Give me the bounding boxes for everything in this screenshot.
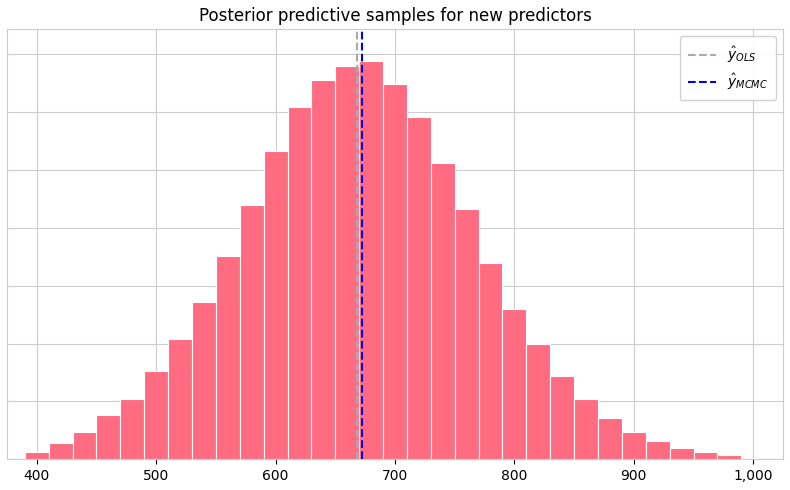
Bar [670,448,694,459]
Bar [73,432,96,459]
Bar [383,84,407,459]
Bar [24,452,49,459]
Bar [359,61,383,459]
Bar [240,205,264,459]
Bar [335,66,359,459]
Bar [502,309,526,459]
Bar [192,302,216,459]
Bar [120,399,145,459]
Bar [407,117,431,459]
Bar [431,163,455,459]
Bar [694,452,717,459]
Bar [574,399,598,459]
Title: Posterior predictive samples for new predictors: Posterior predictive samples for new pre… [198,7,592,25]
Bar [145,371,168,459]
Legend: $\hat{y}_{OLS}$, $\hat{y}_{MCMC}$: $\hat{y}_{OLS}$, $\hat{y}_{MCMC}$ [679,36,776,100]
Bar [168,339,192,459]
Bar [622,432,645,459]
Bar [479,263,502,459]
Bar [598,417,622,459]
Bar [49,443,73,459]
Bar [526,343,550,459]
Bar [717,455,741,459]
Bar [216,256,240,459]
Bar [455,209,479,459]
Bar [264,151,288,459]
Bar [550,376,574,459]
Bar [645,441,670,459]
Bar [96,416,120,459]
Bar [311,80,335,459]
Bar [288,107,311,459]
